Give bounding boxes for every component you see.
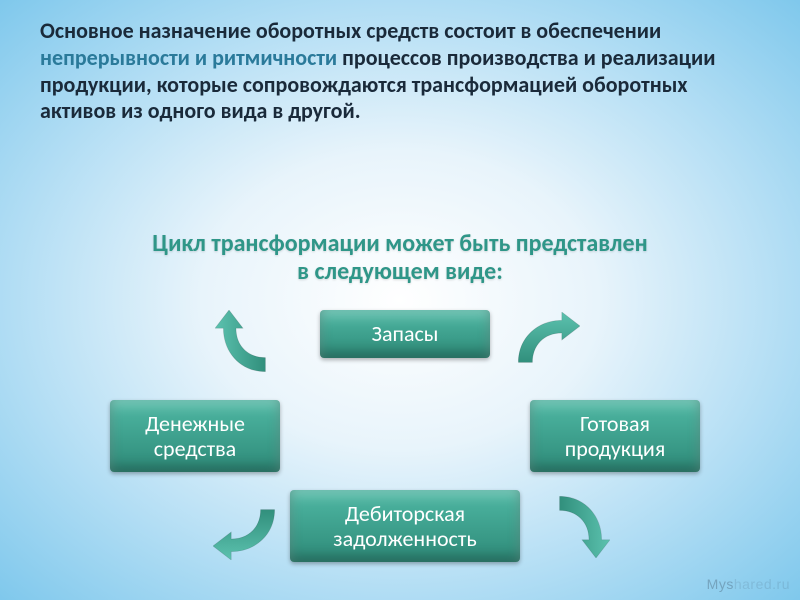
- intro-paragraph: Основное назначение оборотных средств со…: [40, 18, 760, 125]
- watermark-visible: Mys: [707, 576, 734, 592]
- subtitle-line2: в следующем виде:: [40, 258, 760, 286]
- cycle-node-label: Запасы: [372, 321, 439, 346]
- cycle-node-label: Денежные средства: [145, 411, 245, 462]
- intro-pre: Основное назначение оборотных средств со…: [40, 17, 661, 44]
- intro-emphasis: непрерывности и ритмичности: [40, 44, 337, 71]
- cycle-arrow-icon: [540, 488, 610, 558]
- cycle-node-label: Дебиторская задолженность: [333, 501, 476, 552]
- watermark: Myshared.ru: [707, 576, 790, 592]
- cycle-node-inventory: Запасы: [320, 310, 490, 358]
- watermark-faded: hared.ru: [734, 576, 790, 592]
- cycle-node-cash: Денежные средства: [110, 400, 280, 472]
- cycle-diagram: Запасы Готовая продукция Дебиторская зад…: [0, 300, 800, 590]
- subtitle-line1: Цикл трансформации может быть представле…: [40, 230, 760, 258]
- cycle-arrow-icon: [510, 312, 580, 382]
- cycle-arrow-icon: [213, 490, 283, 560]
- cycle-node-label: Готовая продукция: [565, 411, 666, 462]
- cycle-node-receivables: Дебиторская задолженность: [290, 490, 520, 562]
- cycle-arrow-icon: [215, 310, 285, 380]
- cycle-node-finished-goods: Готовая продукция: [530, 400, 700, 472]
- subtitle: Цикл трансформации может быть представле…: [40, 230, 760, 285]
